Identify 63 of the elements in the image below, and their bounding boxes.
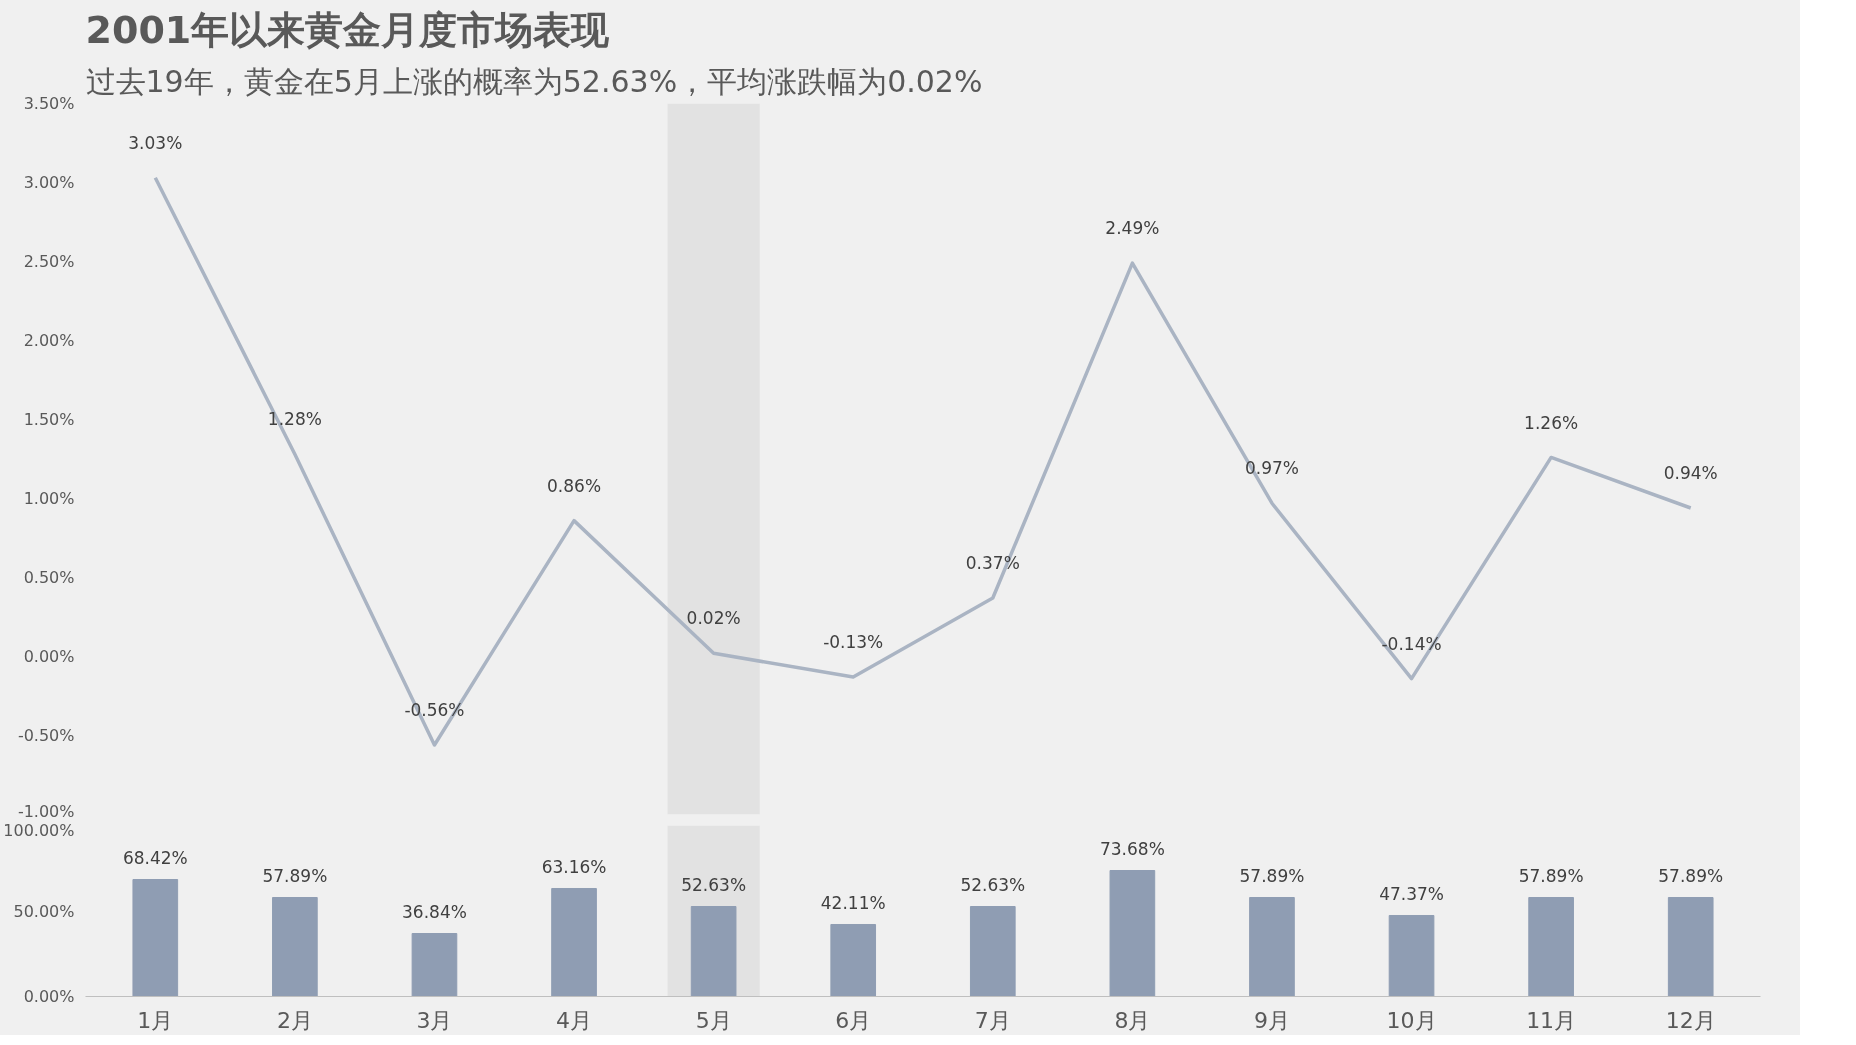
data-label: 47.37% — [1379, 883, 1444, 904]
data-label: 3.03% — [128, 132, 183, 153]
x-tick-label: 11月 — [1526, 1007, 1577, 1033]
data-label: 73.68% — [1099, 838, 1165, 859]
data-label: -0.13% — [823, 632, 884, 653]
y-tick-label: 0.00% — [23, 647, 75, 666]
data-label: 42.11% — [820, 892, 886, 913]
y-tick-label: 50.00% — [13, 901, 75, 921]
bar — [1388, 915, 1435, 997]
bar — [272, 897, 318, 997]
x-tick-label: 6月 — [835, 1007, 872, 1033]
data-label: 1.28% — [267, 409, 322, 430]
y-tick-label: 100.00% — [3, 820, 75, 840]
bar — [830, 923, 877, 997]
y-tick-label: -1.00% — [17, 801, 75, 821]
data-label: -0.56% — [404, 700, 465, 721]
data-label: -0.14% — [1381, 633, 1442, 654]
data-label: 52.63% — [960, 874, 1026, 895]
data-label: 52.63% — [681, 874, 747, 895]
data-label: 57.89% — [1239, 865, 1305, 886]
data-label: 0.94% — [1663, 463, 1718, 484]
x-tick-label: 2月 — [276, 1007, 313, 1033]
x-tick-label: 7月 — [974, 1007, 1011, 1033]
bar — [132, 879, 179, 997]
bar — [551, 888, 597, 997]
y-tick-label: 1.00% — [23, 489, 75, 508]
data-label: 57.89% — [262, 865, 328, 886]
data-label: 2.49% — [1105, 218, 1160, 239]
data-label: 63.16% — [541, 856, 607, 877]
y-tick-label: 3.50% — [23, 94, 75, 113]
bar — [969, 906, 1016, 997]
y-tick-label: -0.50% — [17, 726, 75, 745]
bar — [1528, 897, 1574, 997]
y-tick-label: 3.00% — [23, 173, 75, 192]
x-tick-label: 10月 — [1386, 1007, 1437, 1033]
y-tick-label: 2.00% — [23, 331, 75, 350]
y-tick-label: 1.50% — [23, 410, 75, 429]
bar — [690, 906, 737, 997]
chart-subtitle: 过去19年，黄金在5月上涨的概率为52.63%，平均涨跌幅为0.02% — [85, 63, 983, 99]
data-label: 36.84% — [402, 901, 467, 922]
x-tick-label: 4月 — [556, 1007, 593, 1033]
bar — [1109, 870, 1156, 997]
data-label: 68.42% — [122, 847, 188, 868]
y-tick-label: 0.50% — [23, 568, 75, 587]
data-label: 0.97% — [1244, 458, 1299, 479]
bar — [1667, 897, 1714, 997]
x-tick-label: 3月 — [416, 1007, 453, 1033]
data-label: 1.26% — [1524, 412, 1579, 433]
bar — [411, 933, 458, 997]
bar — [1249, 897, 1295, 997]
x-tick-label: 1月 — [137, 1007, 174, 1033]
y-tick-label: 2.50% — [23, 252, 75, 271]
x-tick-label: 12月 — [1665, 1007, 1716, 1033]
y-tick-label: 0.00% — [23, 987, 75, 1006]
data-label: 0.37% — [965, 553, 1020, 574]
x-tick-label: 8月 — [1114, 1007, 1151, 1033]
x-tick-label: 9月 — [1253, 1007, 1290, 1033]
x-tick-label: 5月 — [695, 1007, 732, 1033]
data-label: 57.89% — [1658, 865, 1724, 886]
data-label: 0.02% — [686, 608, 741, 629]
chart-title: 2001年以来黄金月度市场表现 — [85, 7, 611, 52]
data-label: 0.86% — [547, 475, 602, 496]
data-label: 57.89% — [1518, 865, 1584, 886]
